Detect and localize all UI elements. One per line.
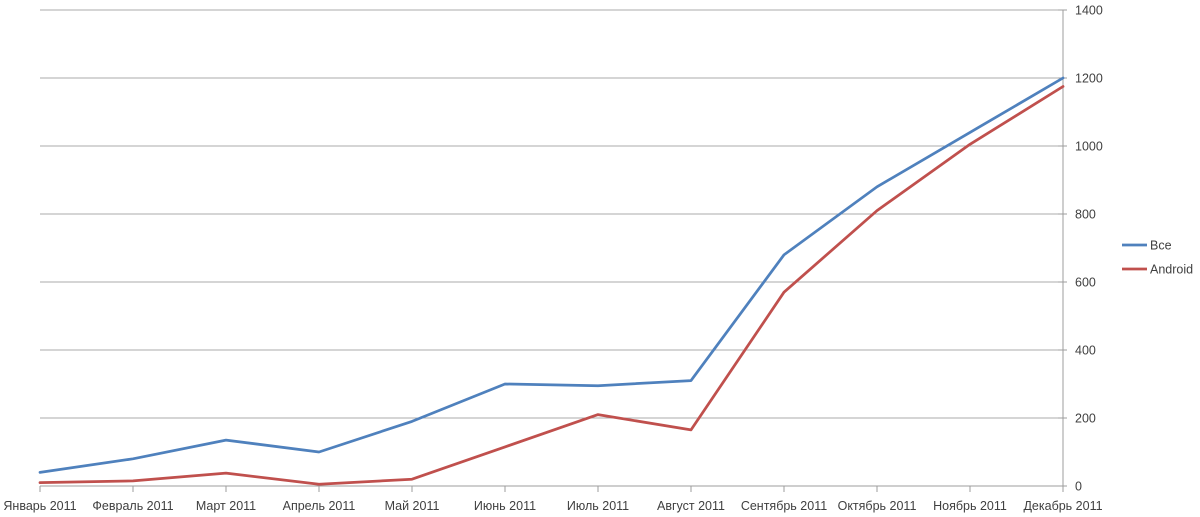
y-axis-label-200: 200 xyxy=(1075,412,1096,426)
x-axis-label-9: Октябрь 2011 xyxy=(838,499,917,513)
y-axis-label-800: 800 xyxy=(1075,208,1096,222)
x-axis-label-1: Февраль 2011 xyxy=(92,499,173,513)
x-axis-label-5: Июнь 2011 xyxy=(474,499,536,513)
x-axis-label-6: Июль 2011 xyxy=(567,499,629,513)
y-axis-label-0: 0 xyxy=(1075,480,1082,494)
x-axis-label-7: Август 2011 xyxy=(657,499,725,513)
legend-label-android: Android xyxy=(1150,263,1193,277)
y-axis-label-600: 600 xyxy=(1075,276,1096,290)
x-axis-label-8: Сентябрь 2011 xyxy=(741,499,827,513)
x-axis-label-10: Ноябрь 2011 xyxy=(933,499,1007,513)
x-axis-label-3: Апрель 2011 xyxy=(283,499,356,513)
y-axis-label-1200: 1200 xyxy=(1075,72,1103,86)
y-axis-label-1000: 1000 xyxy=(1075,140,1103,154)
x-axis-label-0: Январь 2011 xyxy=(3,499,76,513)
x-axis-label-2: Март 2011 xyxy=(196,499,256,513)
x-axis-label-11: Декабрь 2011 xyxy=(1023,499,1102,513)
y-axis-label-400: 400 xyxy=(1075,344,1096,358)
legend-label-vse: Все xyxy=(1150,239,1172,253)
x-axis-label-4: Май 2011 xyxy=(385,499,440,513)
y-axis-label-1400: 1400 xyxy=(1075,4,1103,18)
series-line-vse xyxy=(38,76,1065,474)
series-line-android xyxy=(38,85,1065,486)
